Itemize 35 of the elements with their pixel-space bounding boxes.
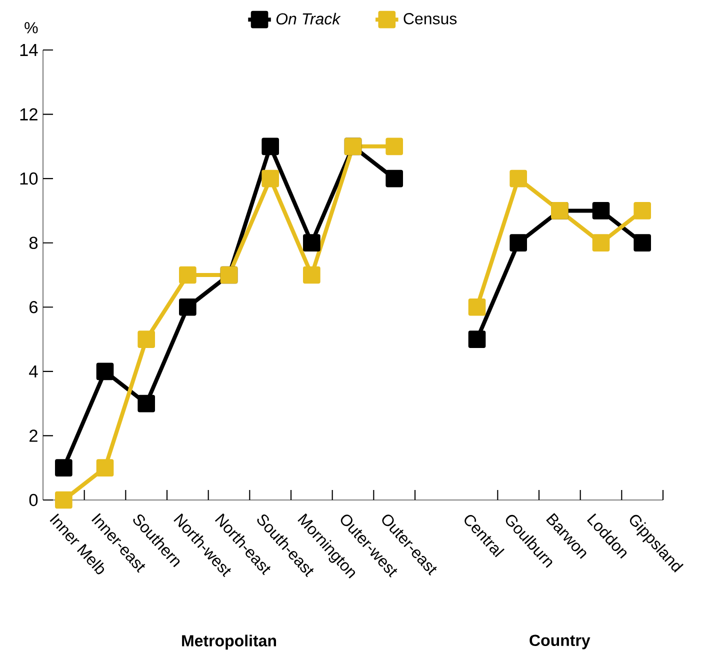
point — [179, 266, 196, 284]
point — [634, 202, 651, 220]
point — [55, 459, 72, 476]
point — [262, 138, 280, 156]
text: Metropolitan — [182, 634, 276, 650]
point — [386, 138, 404, 156]
y-tick-label: 6 — [30, 300, 38, 314]
point — [634, 234, 651, 252]
y-tick-label: 4 — [29, 365, 38, 378]
point — [510, 234, 528, 252]
point — [179, 298, 196, 316]
point — [138, 394, 156, 412]
point — [592, 234, 610, 252]
y-tick-label: 8 — [29, 236, 38, 249]
y-axis-title: % — [24, 22, 38, 34]
point — [262, 170, 280, 188]
point — [96, 362, 114, 380]
legend-label: On Track — [276, 12, 341, 25]
point — [592, 202, 610, 220]
y-tick-label: 10 — [20, 172, 38, 185]
y-tick-label: 2 — [30, 430, 38, 442]
point — [386, 170, 404, 188]
y-tick-label: 14 — [20, 44, 38, 56]
point — [138, 330, 156, 348]
point — [510, 170, 528, 188]
legend-label: Census — [404, 12, 457, 24]
y-tick-label: 12 — [20, 108, 38, 120]
point — [55, 491, 72, 509]
text: Country — [530, 634, 590, 650]
point — [303, 234, 320, 252]
point — [96, 459, 114, 476]
point — [468, 298, 486, 316]
point — [303, 266, 320, 284]
point — [468, 330, 486, 348]
y-tick-label: 0 — [29, 494, 38, 506]
